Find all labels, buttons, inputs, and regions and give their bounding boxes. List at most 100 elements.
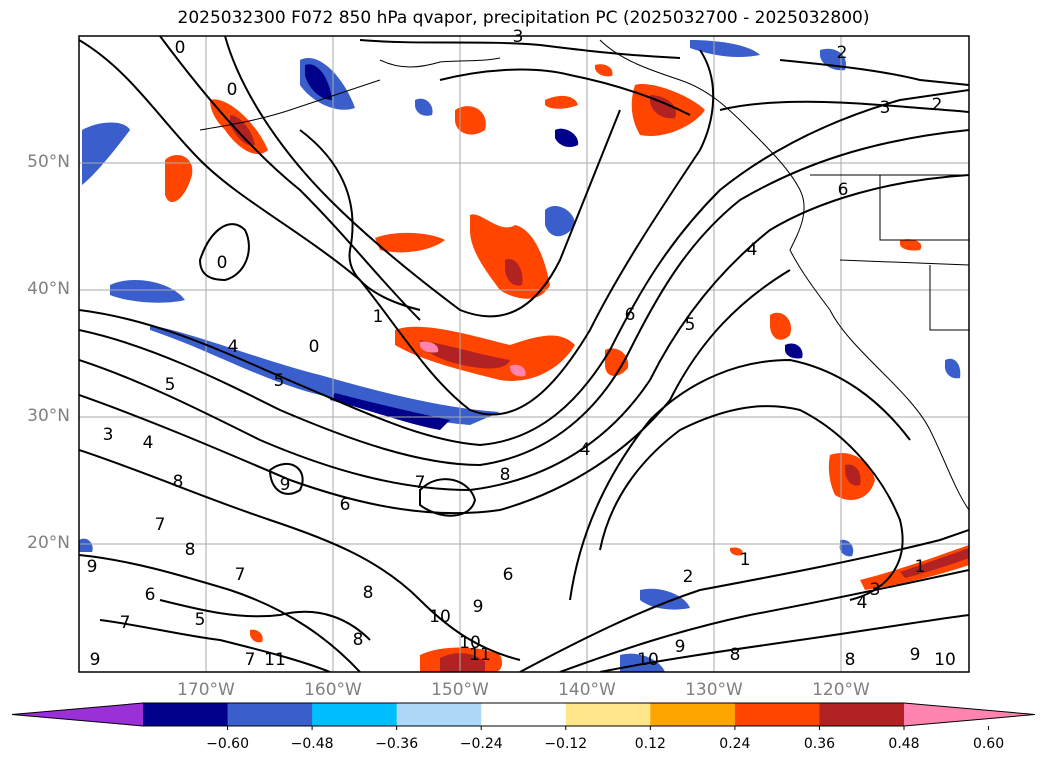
colorbar-tick-label: 0.48 xyxy=(888,736,920,752)
contour-label: 8 xyxy=(730,645,741,665)
contour-label: 7 xyxy=(245,650,256,670)
contour-label: 5 xyxy=(195,610,206,630)
contour-line xyxy=(198,223,250,282)
contour-label: 3 xyxy=(870,580,881,600)
colorbar-segment xyxy=(312,703,398,726)
contour-label: 2 xyxy=(932,95,943,115)
contour-label: 4 xyxy=(580,440,591,460)
colorbar-tick-label: 0.12 xyxy=(634,736,666,752)
precip-negative-patch xyxy=(640,588,690,610)
contour-line xyxy=(159,599,371,641)
colorbar-tick-label: −0.48 xyxy=(290,736,334,752)
contour-label: 0 xyxy=(175,38,186,58)
border-line xyxy=(929,265,969,331)
colorbar-segment xyxy=(396,703,482,726)
contour-label: 8 xyxy=(353,630,364,650)
contour-label: 9 xyxy=(473,597,484,617)
precip-negative-core xyxy=(330,393,450,430)
contour-line xyxy=(99,619,331,672)
precip-positive-patch xyxy=(595,64,613,77)
border-line xyxy=(879,175,969,241)
contour-label: 9 xyxy=(280,475,291,495)
contour-label: 9 xyxy=(90,650,101,670)
contour-label: 7 xyxy=(415,473,426,493)
contour-label: 5 xyxy=(685,315,696,335)
precip-negative-patch xyxy=(690,40,760,58)
contour-line xyxy=(224,36,621,318)
lat-label-40n: 40°N xyxy=(27,279,70,299)
contour-label: 1 xyxy=(915,557,926,577)
colorbar-tick-label: −0.12 xyxy=(544,736,588,752)
qvapor-contours xyxy=(79,36,969,672)
lat-label-30n: 30°N xyxy=(27,406,70,426)
contour-label: 7 xyxy=(235,565,246,585)
precip-negative-patch xyxy=(555,128,579,148)
precip-positive-patch xyxy=(730,547,743,556)
contour-label: 3 xyxy=(513,27,524,47)
precip-positive-patch xyxy=(470,214,550,299)
precip-positive-patch xyxy=(770,312,791,340)
contour-label: 0 xyxy=(309,337,320,357)
contour-label: 0 xyxy=(217,253,228,273)
contour-label: 9 xyxy=(675,637,686,657)
contour-line xyxy=(79,449,521,661)
colorbar-tick-label: −0.36 xyxy=(375,736,419,752)
contour-line xyxy=(419,478,477,517)
map-title: 2025032300 F072 850 hPa qvapor, precipit… xyxy=(177,8,870,28)
contour-line xyxy=(359,39,681,59)
contour-line xyxy=(779,59,969,86)
precip-positive-patch xyxy=(375,232,445,253)
contour-label: 1 xyxy=(740,550,751,570)
contour-label: 7 xyxy=(120,613,131,633)
contour-label: 4 xyxy=(228,337,239,357)
contour-label: 11 xyxy=(469,645,491,665)
contour-label: 4 xyxy=(747,240,758,260)
precip-negative-patch xyxy=(944,358,961,379)
precip-positive-core xyxy=(420,340,510,369)
precip-positive-band xyxy=(395,326,575,381)
precip-negative-patch xyxy=(415,98,433,116)
contour-line xyxy=(599,614,969,672)
contour-line xyxy=(79,174,969,492)
precip-negative-patch xyxy=(82,122,130,185)
contour-label: 8 xyxy=(845,650,856,670)
contour-label: 6 xyxy=(838,180,849,200)
contour-line xyxy=(79,89,969,447)
contour-line xyxy=(79,39,715,416)
precip-negative-patch xyxy=(545,205,575,237)
colorbar xyxy=(11,702,1036,730)
colorbar-tick-label: 0.60 xyxy=(972,736,1005,752)
colorbar-outline xyxy=(11,702,1036,727)
precip-positive-patch xyxy=(250,629,263,643)
contour-line xyxy=(268,463,304,495)
colorbar-segment xyxy=(143,703,229,726)
contour-label: 6 xyxy=(503,565,514,585)
precip-positive-peak xyxy=(420,341,439,353)
contour-label: 6 xyxy=(145,585,156,605)
lon-label-130w: 130°W xyxy=(685,680,743,700)
colorbar-tick-label: 0.24 xyxy=(719,736,751,752)
colorbar-segment xyxy=(734,703,820,726)
contour-label: 3 xyxy=(103,425,114,445)
contour-label: 0 xyxy=(227,80,238,100)
contour-line xyxy=(719,100,969,113)
colorbar-segment xyxy=(227,703,313,726)
colorbar-segment xyxy=(565,703,651,726)
coastlines xyxy=(199,39,969,511)
precip-positive-peak xyxy=(510,364,526,377)
contour-label: 6 xyxy=(625,305,636,325)
contour-line xyxy=(559,569,969,672)
contour-label: 4 xyxy=(857,593,868,613)
colorbar-segment xyxy=(650,703,736,726)
precip-positive-patch xyxy=(165,155,193,203)
contour-label: 10 xyxy=(429,607,451,627)
precip-negative-patch xyxy=(110,280,185,303)
border-line xyxy=(839,259,969,266)
precip-positive-core xyxy=(505,259,523,286)
contour-label: 10 xyxy=(637,650,659,670)
contour-label: 8 xyxy=(363,583,374,603)
contour-line xyxy=(79,269,791,515)
contour-label: 9 xyxy=(910,645,921,665)
precip-positive-core xyxy=(900,548,969,578)
contour-line xyxy=(519,529,969,672)
